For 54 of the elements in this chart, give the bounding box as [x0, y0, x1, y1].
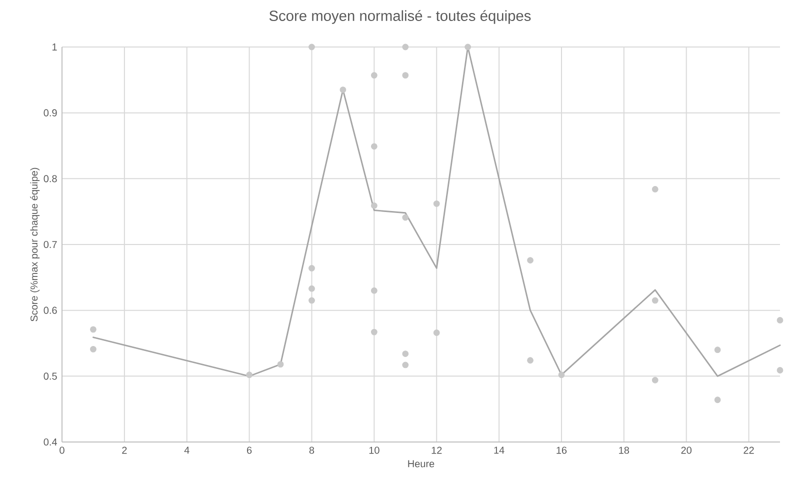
x-tick-label: 14 — [494, 446, 504, 454]
point — [402, 72, 409, 79]
y-axis-title: Score (%max pour chaque équipe) — [30, 168, 40, 322]
point — [308, 44, 315, 50]
x-tick-label: 18 — [619, 446, 630, 454]
x-tick-label: 0 — [60, 446, 64, 454]
point — [527, 357, 534, 364]
y-tick-label: 0.4 — [44, 438, 57, 446]
point — [558, 372, 565, 378]
point — [308, 285, 315, 292]
y-tick-label: 0.9 — [44, 109, 57, 116]
point — [370, 72, 378, 79]
y-tick-label: 0.7 — [44, 240, 57, 248]
point — [433, 330, 440, 336]
x-tick-label: 12 — [432, 446, 442, 454]
y-tick-label: 1 — [52, 44, 57, 50]
point — [402, 350, 409, 357]
point — [402, 362, 409, 368]
point — [652, 376, 658, 384]
point — [402, 44, 409, 50]
y-tick-label: 0.5 — [44, 372, 57, 380]
x-tick-label: 20 — [681, 446, 692, 454]
point — [714, 396, 721, 404]
point — [776, 317, 784, 324]
x-tick-label: 2 — [122, 446, 127, 454]
point — [90, 346, 96, 352]
point — [714, 346, 721, 354]
point — [370, 202, 378, 209]
x-tick-label: 8 — [309, 446, 314, 454]
point — [527, 257, 534, 264]
x-tick-label: 22 — [744, 446, 754, 454]
point — [370, 143, 378, 150]
point — [370, 328, 378, 336]
point — [90, 326, 96, 333]
x-axis-title: Heure — [408, 460, 434, 468]
x-tick-label: 6 — [247, 446, 252, 454]
point — [340, 86, 346, 93]
point — [652, 186, 658, 192]
point — [776, 367, 784, 374]
x-tick-label: 16 — [556, 446, 567, 454]
y-tick-label: 0.8 — [44, 175, 57, 182]
point — [370, 287, 378, 294]
x-tick-label: 10 — [369, 446, 380, 454]
point — [277, 361, 284, 368]
point — [433, 200, 440, 207]
point — [402, 214, 409, 221]
point — [464, 44, 472, 50]
y-tick-label: 0.6 — [44, 306, 57, 314]
point — [308, 297, 315, 304]
x-tick-label: 4 — [184, 446, 190, 454]
point — [652, 297, 658, 304]
point — [308, 264, 315, 272]
chart-title: Score moyen normalisé - toutes équipes — [269, 10, 531, 24]
point — [246, 372, 253, 378]
